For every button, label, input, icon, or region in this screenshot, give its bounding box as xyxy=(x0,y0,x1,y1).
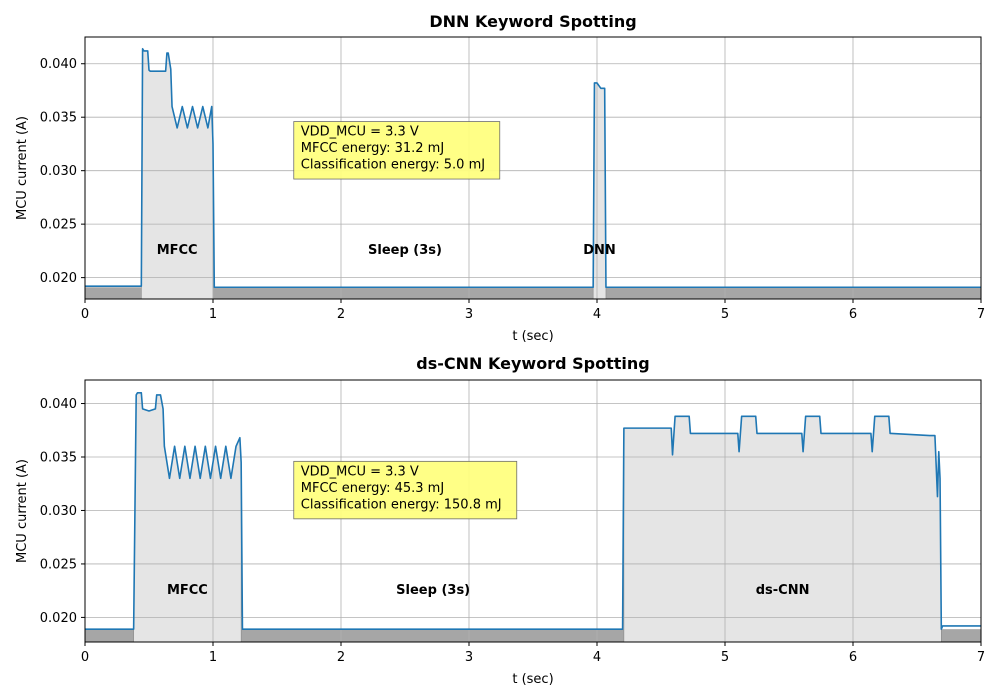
chart-title: ds-CNN Keyword Spotting xyxy=(416,354,649,373)
x-tick-label: 0 xyxy=(81,650,89,665)
annotation-line: Classification energy: 150.8 mJ xyxy=(301,497,502,512)
x-tick-label: 1 xyxy=(209,650,217,665)
y-tick-label: 0.020 xyxy=(40,271,77,286)
axes-frame xyxy=(84,36,982,300)
phase-fill-1 xyxy=(133,392,242,642)
x-tick-label: 7 xyxy=(977,650,985,665)
phase-label: Sleep (3s) xyxy=(368,243,442,258)
y-tick-label: 0.025 xyxy=(40,557,77,572)
x-tick-label: 3 xyxy=(465,307,473,322)
current-trace-line xyxy=(85,47,981,289)
x-tick-label: 5 xyxy=(721,307,729,322)
y-axis-label: MCU current (A) xyxy=(15,116,30,220)
x-tick-label: 2 xyxy=(337,650,345,665)
chart-2: MFCC Sleep (3s) ds-CNN VDD_MCU = 3.3 V MFCC … xyxy=(15,354,985,687)
annotation-line: MFCC energy: 31.2 mJ xyxy=(301,141,444,156)
phase-label: ds-CNN xyxy=(756,583,810,598)
y-tick-label: 0.030 xyxy=(40,164,77,179)
x-tick-label: 3 xyxy=(465,650,473,665)
y-tick-label: 0.035 xyxy=(40,450,77,465)
x-tick-label: 6 xyxy=(849,307,857,322)
x-tick-label: 4 xyxy=(593,307,601,322)
annotation-background xyxy=(293,121,501,180)
annotation-background xyxy=(293,460,518,520)
y-axis-label: MCU current (A) xyxy=(15,459,30,563)
y-tick-label: 0.035 xyxy=(40,111,77,126)
chart-title: DNN Keyword Spotting xyxy=(429,12,636,31)
x-tick-label: 2 xyxy=(337,307,345,322)
phase-label: MFCC xyxy=(167,583,208,598)
x-tick-label: 7 xyxy=(977,307,985,322)
y-tick-label: 0.025 xyxy=(40,218,77,233)
current-trace-line xyxy=(85,392,981,630)
annotation-box: VDD_MCU = 3.3 V MFCC energy: 45.3 mJClass… xyxy=(293,460,518,520)
x-tick-label: 1 xyxy=(209,307,217,322)
x-tick-label: 0 xyxy=(81,307,89,322)
phase-label: MFCC xyxy=(157,243,198,258)
plot-area xyxy=(85,380,981,642)
phase-fill-1 xyxy=(141,47,214,299)
y-tick-label: 0.040 xyxy=(40,57,77,72)
phase-label: Sleep (3s) xyxy=(396,583,470,598)
phase-fill-3 xyxy=(592,82,607,299)
x-tick-label: 5 xyxy=(721,650,729,665)
phase-fill-3 xyxy=(623,416,942,642)
annotation-line: VDD_MCU = 3.3 V xyxy=(301,464,419,479)
y-tick-label: 0.020 xyxy=(40,611,77,626)
annotation-line: VDD_MCU = 3.3 V xyxy=(301,125,419,140)
x-tick-label: 4 xyxy=(593,650,601,665)
plot-area xyxy=(85,37,981,299)
phase-label: DNN xyxy=(583,243,616,258)
x-tick-label: 6 xyxy=(849,650,857,665)
y-tick-label: 0.040 xyxy=(40,397,77,412)
x-axis-label: t (sec) xyxy=(512,672,553,687)
sleep-fill xyxy=(85,287,981,299)
x-axis-label: t (sec) xyxy=(512,329,553,344)
annotation-line: Classification energy: 5.0 mJ xyxy=(301,158,485,173)
axes-frame xyxy=(84,379,982,643)
y-tick-label: 0.030 xyxy=(40,504,77,519)
annotation-line: MFCC energy: 45.3 mJ xyxy=(301,481,444,496)
